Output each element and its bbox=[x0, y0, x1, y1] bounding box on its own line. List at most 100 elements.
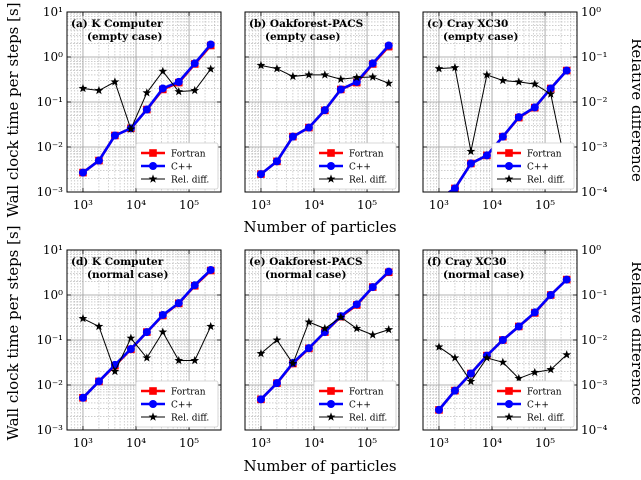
data-point-star bbox=[272, 335, 282, 344]
data-point-star bbox=[256, 348, 266, 358]
legend-label: Rel. diff. bbox=[527, 176, 565, 186]
legend-marker-circle bbox=[149, 400, 157, 408]
y-tick-label: 10⁻³ bbox=[37, 185, 64, 199]
data-point-circle bbox=[434, 405, 443, 414]
data-point-circle bbox=[256, 170, 265, 179]
data-point-star bbox=[94, 85, 104, 95]
data-point-star bbox=[434, 64, 444, 73]
legend-label: Rel. diff. bbox=[171, 414, 209, 424]
legend-marker-star bbox=[504, 412, 514, 421]
data-point-circle bbox=[256, 395, 265, 404]
data-point-circle bbox=[78, 393, 87, 402]
panel-title: (a) K Computer bbox=[71, 18, 163, 30]
data-point-star bbox=[368, 72, 378, 81]
data-point-star bbox=[352, 72, 362, 82]
legend-marker-circle bbox=[149, 162, 157, 170]
data-point-circle bbox=[546, 84, 555, 93]
y-tick-label: 10⁻³ bbox=[37, 423, 64, 437]
data-point-circle bbox=[384, 41, 393, 50]
data-point-star bbox=[530, 367, 540, 377]
x-tick-label: 10⁴ bbox=[126, 198, 146, 212]
data-point-circle bbox=[466, 159, 475, 168]
data-point-circle bbox=[304, 344, 313, 353]
legend-label: C++ bbox=[171, 401, 193, 411]
data-point-star bbox=[514, 77, 524, 86]
data-point-circle bbox=[466, 369, 475, 378]
data-point-circle bbox=[482, 151, 491, 160]
legend: Fortran C++ Rel. diff. bbox=[313, 380, 397, 428]
legend-marker-circle bbox=[327, 162, 335, 170]
legend-marker-square bbox=[149, 149, 157, 157]
data-point-star bbox=[288, 71, 298, 81]
legend: Fortran C++ Rel. diff. bbox=[491, 142, 575, 190]
y2-tick-label: 10⁻⁴ bbox=[581, 423, 608, 437]
legend-marker-star bbox=[148, 174, 158, 183]
data-point-star bbox=[434, 342, 444, 351]
data-point-star bbox=[368, 330, 378, 339]
chart-panel-6: 10³ 10⁴ 10⁵ 10⁻⁴ 10⁻³ 10⁻² 10⁻¹ 10⁰ (f) Cray XC3… bbox=[422, 243, 608, 450]
data-point-star bbox=[126, 124, 136, 133]
y-tick-label: 10¹ bbox=[43, 5, 63, 19]
legend: Fortran C++ Rel. diff. bbox=[135, 380, 219, 428]
data-point-star bbox=[450, 353, 460, 362]
plot-area bbox=[78, 265, 216, 402]
legend-marker-star bbox=[326, 412, 336, 421]
panel-title: (d) K Computer bbox=[71, 256, 164, 268]
panel-subtitle: (normal case) bbox=[443, 269, 524, 281]
legend-label: Rel. diff. bbox=[527, 414, 565, 424]
legend: Fortran C++ Rel. diff. bbox=[135, 142, 219, 190]
x-tick-label: 10³ bbox=[73, 436, 93, 450]
left-ylabel-top: Wall clock time per steps [s] bbox=[4, 2, 22, 217]
data-point-circle bbox=[514, 113, 523, 122]
legend-label: C++ bbox=[171, 163, 193, 173]
data-point-circle bbox=[304, 123, 313, 132]
panel-subtitle: (empty case) bbox=[265, 31, 340, 43]
chart-panel-3: 10³ 10⁴ 10⁵ 10⁻⁴ 10⁻³ 10⁻² 10⁻¹ 10⁰ (c) Cray XC3… bbox=[422, 5, 608, 212]
data-point-star bbox=[546, 364, 556, 374]
y2-tick-label: 10⁻⁴ bbox=[581, 185, 608, 199]
x-tick-label: 10⁵ bbox=[357, 436, 377, 450]
y2-tick-label: 10⁻¹ bbox=[581, 288, 607, 302]
y-tick-label: 10⁻² bbox=[37, 378, 64, 392]
data-point-circle bbox=[94, 377, 103, 386]
data-point-star bbox=[272, 64, 282, 73]
legend-marker-square bbox=[505, 149, 513, 157]
data-point-circle bbox=[206, 265, 215, 274]
legend-marker-square bbox=[149, 387, 157, 395]
x-tick-label: 10⁵ bbox=[535, 198, 555, 212]
legend-label: Fortran bbox=[171, 150, 206, 160]
data-point-circle bbox=[190, 281, 199, 290]
data-point-circle bbox=[562, 66, 571, 75]
x-tick-label: 10⁴ bbox=[304, 436, 324, 450]
y2-tick-label: 10⁻³ bbox=[581, 140, 608, 154]
x-tick-label: 10³ bbox=[429, 198, 449, 212]
data-point-circle bbox=[288, 132, 297, 141]
data-point-circle bbox=[450, 184, 459, 192]
legend-label: C++ bbox=[527, 401, 549, 411]
data-point-circle bbox=[530, 103, 539, 112]
data-point-star bbox=[352, 323, 362, 333]
x-tick-label: 10⁵ bbox=[179, 436, 199, 450]
legend-marker-circle bbox=[327, 400, 335, 408]
series-line-rel-diff- bbox=[438, 346, 568, 383]
legend-label: Rel. diff. bbox=[171, 176, 209, 186]
data-point-star bbox=[126, 333, 136, 342]
data-point-star bbox=[94, 321, 104, 331]
legend-marker-square bbox=[505, 387, 513, 395]
legend-label: C++ bbox=[527, 163, 549, 173]
chart-panel-4: 10³ 10⁴ 10⁵ 10⁻³ 10⁻² 10⁻¹ 10⁰ 10¹ (d) K Compute… bbox=[37, 243, 222, 450]
y-tick-label: 10¹ bbox=[43, 243, 63, 257]
data-point-star bbox=[78, 83, 88, 93]
series-line-rel-diff- bbox=[82, 68, 212, 131]
legend-label: C++ bbox=[349, 401, 371, 411]
legend-label: C++ bbox=[349, 163, 371, 173]
data-point-star bbox=[384, 325, 394, 334]
y-tick-label: 10⁻² bbox=[37, 140, 64, 154]
data-point-circle bbox=[158, 84, 167, 93]
panel-title: (c) Cray XC30 bbox=[427, 18, 508, 30]
data-point-star bbox=[482, 353, 492, 362]
legend-marker-star bbox=[326, 174, 336, 183]
data-point-circle bbox=[384, 267, 393, 276]
data-point-star bbox=[304, 317, 314, 326]
